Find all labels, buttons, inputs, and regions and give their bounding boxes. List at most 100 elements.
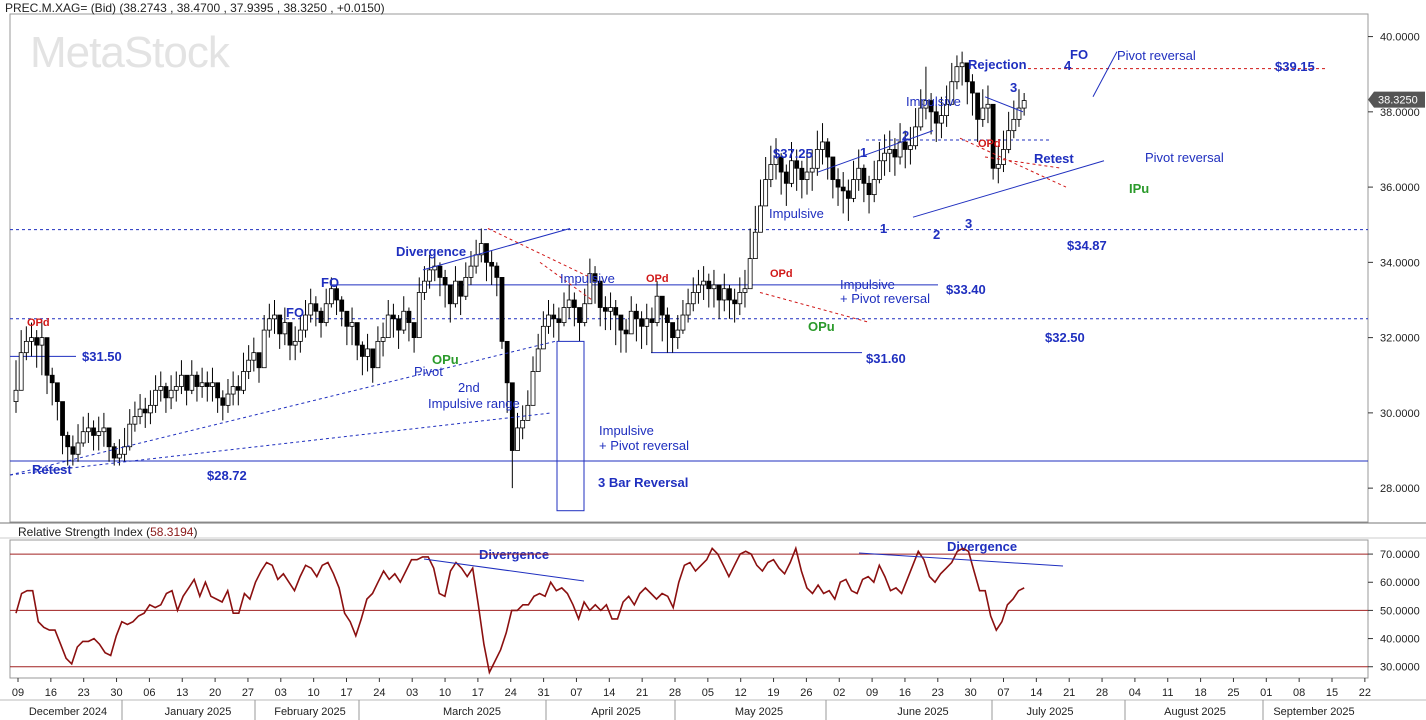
candle-body — [618, 314, 624, 331]
candle-body — [990, 103, 996, 169]
candle-body — [520, 419, 526, 429]
annotation-label: $37.25 — [773, 146, 813, 161]
candle-body — [179, 374, 184, 387]
opu-channel — [759, 291, 871, 324]
candle-body — [789, 160, 794, 184]
candle-body — [959, 62, 965, 68]
candle-body — [339, 299, 345, 312]
trend-drawings — [9, 51, 1118, 512]
day-tick-label: 08 — [1293, 687, 1305, 699]
price-tick-label: 40.0000 — [1380, 32, 1420, 44]
candle-body — [349, 322, 355, 327]
month-label: May 2025 — [735, 706, 783, 718]
candle-body — [835, 179, 841, 188]
candle-body — [60, 401, 65, 436]
candle-body — [122, 446, 127, 455]
candle-body — [199, 382, 205, 387]
candle-body — [96, 431, 102, 436]
candle-body — [184, 374, 190, 391]
day-tick-label: 24 — [373, 687, 385, 699]
candle-body — [742, 288, 748, 293]
candle-body — [970, 81, 975, 94]
candle-body — [235, 386, 241, 391]
annotation-label: FO — [321, 275, 339, 290]
candle-body — [778, 156, 784, 173]
candle-body — [251, 352, 257, 361]
day-tick-label: 12 — [735, 687, 747, 699]
annotation-label: IPu — [1129, 181, 1149, 196]
annotation-label: 1 — [860, 145, 867, 160]
candle-body — [210, 382, 215, 387]
candle-body — [44, 337, 50, 376]
candle-body — [768, 164, 774, 180]
candle-body — [406, 310, 412, 323]
annotation-label: Impulsive — [599, 423, 654, 438]
candle-body — [478, 243, 484, 256]
candle-body — [758, 205, 763, 233]
last-price-tag — [1368, 91, 1425, 108]
candle-body — [923, 100, 929, 109]
day-tick-label: 01 — [1260, 687, 1272, 699]
annotation-label: Retest — [32, 462, 72, 477]
candle-body — [783, 171, 789, 184]
candle-body — [623, 329, 629, 335]
candle-body — [685, 303, 691, 316]
candle-body — [375, 340, 381, 369]
annotation-label: Divergence — [396, 244, 466, 259]
candle-body — [106, 427, 112, 448]
candle-body — [892, 149, 898, 158]
candle-body — [468, 265, 474, 278]
candle-body — [608, 307, 613, 312]
month-label: July 2025 — [1026, 706, 1073, 718]
candle-body — [525, 404, 531, 421]
day-tick-label: 21 — [636, 687, 648, 699]
candle-body — [825, 141, 831, 158]
month-label: September 2025 — [1273, 706, 1354, 718]
annotation-label: 4 — [1064, 58, 1072, 73]
candle-body — [256, 352, 262, 369]
candle-body — [820, 141, 825, 150]
price-panel-border — [9, 13, 1369, 523]
day-tick-label: 21 — [1063, 687, 1075, 699]
day-tick-label: 31 — [537, 687, 549, 699]
candle-body — [91, 427, 96, 436]
chart-frame — [0, 13, 1426, 679]
candle-body — [39, 337, 45, 346]
day-tick-label: 05 — [702, 687, 714, 699]
candle-body — [928, 100, 934, 113]
candle-body — [163, 386, 169, 399]
annotation-label: $33.40 — [946, 282, 986, 297]
candle-body — [153, 389, 158, 406]
candle-body — [721, 288, 727, 301]
annotation-label: $32.50 — [1045, 330, 1085, 345]
candle-body — [659, 295, 665, 316]
rsi-tick-label: 50.0000 — [1380, 605, 1420, 617]
price-tick-label: 36.0000 — [1380, 182, 1420, 194]
candle-body — [277, 314, 283, 335]
candle-body — [484, 243, 489, 263]
annotation-label: OPu — [808, 319, 835, 334]
pivot-pointer — [1092, 51, 1118, 98]
candle-body — [551, 314, 557, 320]
day-tick-label: 28 — [669, 687, 681, 699]
watermark-logo: MetaStock — [30, 28, 230, 77]
horizontal-level-lines — [10, 68, 1368, 462]
candle-body — [701, 280, 707, 286]
candle-body — [344, 310, 350, 327]
candle-body — [65, 435, 71, 448]
annotation-label: Impulsive — [769, 206, 824, 221]
candle-body — [644, 318, 650, 327]
candle-body — [980, 107, 986, 120]
annotation-label: OPd — [646, 273, 669, 285]
month-label: March 2025 — [443, 706, 501, 718]
rsi-tick-label: 30.0000 — [1380, 662, 1420, 674]
rsi-tick-label: 70.0000 — [1380, 549, 1420, 561]
symbol-label: PREC.M.XAG= (Bid) — [5, 1, 117, 15]
candle-body — [241, 371, 246, 391]
annotation-label: OPd — [27, 317, 50, 329]
candle-body — [308, 303, 314, 316]
support-trendline-2 — [9, 412, 553, 476]
candle-body — [215, 382, 221, 399]
day-tick-label: 18 — [1194, 687, 1206, 699]
